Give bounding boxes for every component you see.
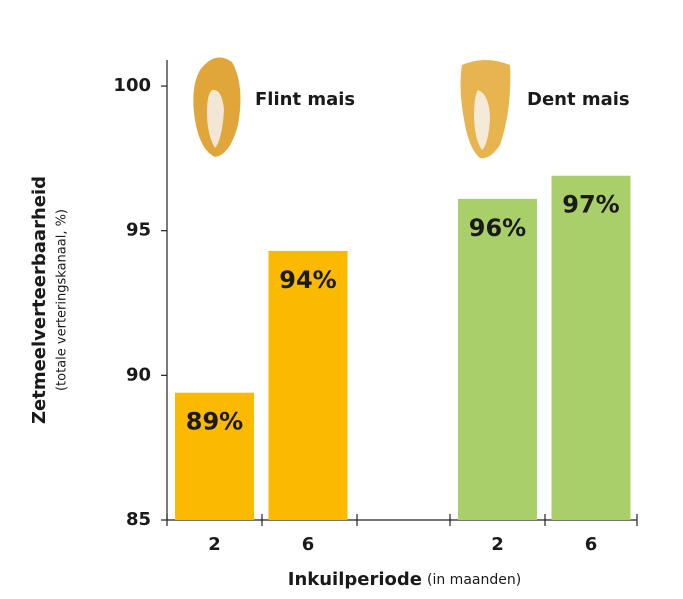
bar (175, 392, 254, 520)
value-label: 89% (186, 408, 243, 436)
x-axis-label: Inkuilperiode (288, 569, 422, 590)
x-axis-sublabel: (in maanden) (427, 572, 521, 588)
legend-label: Flint mais (255, 89, 355, 110)
bar (458, 198, 537, 520)
y-tick-label: 85 (126, 509, 151, 530)
x-tick-label: 6 (585, 534, 598, 555)
y-axis-sublabel: (totale verteringskanaal, %) (55, 209, 70, 391)
bar (268, 250, 348, 520)
value-label: 96% (469, 214, 526, 242)
flint-kernel-icon (193, 57, 241, 157)
bar (551, 175, 631, 520)
x-tick-label: 2 (491, 534, 504, 555)
y-tick-label: 100 (113, 75, 151, 96)
value-label: 94% (279, 266, 336, 294)
y-axis-label: Zetmeelverteerbaarheid (29, 176, 50, 424)
dent-kernel-icon (460, 60, 511, 159)
value-label: 97% (562, 191, 619, 219)
x-tick-label: 2 (208, 534, 221, 555)
y-tick-label: 90 (126, 364, 151, 385)
x-tick-label: 6 (302, 534, 315, 555)
y-tick-label: 95 (126, 220, 151, 241)
legend-label: Dent mais (527, 89, 630, 110)
